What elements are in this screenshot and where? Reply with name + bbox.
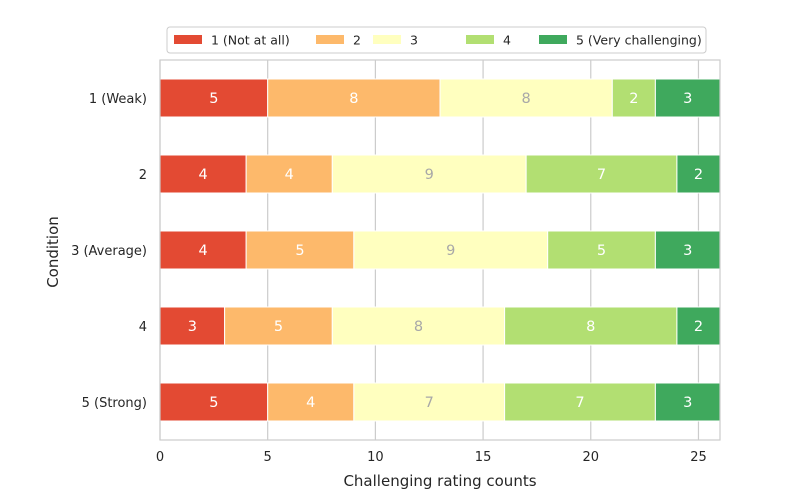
plot-frame <box>159 59 721 441</box>
x-tick-label: 10 <box>367 450 384 465</box>
bar-segment <box>159 78 269 118</box>
bar-value-label: 2 <box>694 319 703 335</box>
bar-value-label: 5 <box>209 395 218 411</box>
y-tick-label: 5 (Strong) <box>82 396 147 411</box>
bar-value-label: 8 <box>586 319 595 335</box>
legend-label: 1 (Not at all) <box>211 33 290 48</box>
bar-value-label: 7 <box>575 395 584 411</box>
bar-segment <box>654 78 721 118</box>
bar-value-label: 4 <box>306 395 315 411</box>
bar-value-label: 5 <box>209 91 218 107</box>
legend-box <box>166 26 707 54</box>
axes-frame <box>159 59 721 441</box>
legend-label: 4 <box>503 33 511 48</box>
bar-segment <box>353 230 549 270</box>
bar-value-label: 8 <box>349 91 358 107</box>
bar-segment <box>159 230 247 270</box>
bar-value-label: 4 <box>285 167 294 183</box>
bar-segment <box>353 382 506 422</box>
bar-value-label: 5 <box>274 319 283 335</box>
bar-value-label: 3 <box>683 91 692 107</box>
bar-value-label: 9 <box>446 243 455 259</box>
x-tick-label: 5 <box>264 450 272 465</box>
legend-label: 2 <box>353 33 361 48</box>
bar-value-label: 5 <box>295 243 304 259</box>
legend-label: 3 <box>410 33 418 48</box>
y-axis-label: Condition <box>44 216 62 288</box>
y-tick-label: 2 <box>139 168 147 183</box>
y-tick-label: 3 (Average) <box>71 244 147 259</box>
legend: 1 (Not at all) 2 3 4 5 (Very challenging) <box>166 26 707 54</box>
legend-swatch <box>174 35 202 44</box>
bar-value-label: 3 <box>683 395 692 411</box>
bar-segment <box>245 154 333 194</box>
legend-swatch <box>466 35 494 44</box>
bar-segment <box>504 382 656 422</box>
bar-value-label: 7 <box>425 395 434 411</box>
bar-segment <box>547 230 656 270</box>
bar-value-label: 5 <box>597 243 606 259</box>
x-tick-label: 15 <box>475 450 492 465</box>
bar-value-label: 4 <box>198 243 207 259</box>
bar-value-label: 2 <box>629 91 638 107</box>
bar-value-label: 4 <box>198 167 207 183</box>
bar-segment <box>676 154 721 194</box>
bar-value-label: 7 <box>597 167 606 183</box>
bar-segment <box>224 306 333 346</box>
x-axis-label: Challenging rating counts <box>343 472 536 490</box>
legend-swatch <box>316 35 344 44</box>
bar-value-label: 3 <box>683 243 692 259</box>
bar-segment <box>159 382 269 422</box>
x-tick-label: 25 <box>690 450 707 465</box>
bar-value-label: 8 <box>522 91 531 107</box>
x-tick-label: 0 <box>156 450 164 465</box>
legend-swatch <box>373 35 401 44</box>
y-tick-label: 1 (Weak) <box>89 92 147 107</box>
bar-segment <box>331 306 506 346</box>
y-tick-label: 4 <box>139 320 147 335</box>
legend-label: 5 (Very challenging) <box>576 33 702 48</box>
bar-value-label: 3 <box>188 319 197 335</box>
bar-segment <box>331 154 527 194</box>
bar-segment <box>611 78 656 118</box>
bar-segment <box>245 230 355 270</box>
x-tick-label: 20 <box>582 450 599 465</box>
bars: 5 8 8 2 3 4 4 9 7 2 4 5 9 5 3 3 5 8 8 2 5 4 7 7 3 <box>159 78 721 422</box>
bar-value-label: 9 <box>425 167 434 183</box>
legend-swatch <box>539 35 567 44</box>
bar-segment <box>159 154 247 194</box>
tick-labels: 0 5 10 15 20 251 (Weak)23 (Average)45 (Strong… <box>71 92 707 465</box>
bar-value-label: 8 <box>414 319 423 335</box>
bar-value-label: 2 <box>694 167 703 183</box>
bar-segment <box>525 154 678 194</box>
